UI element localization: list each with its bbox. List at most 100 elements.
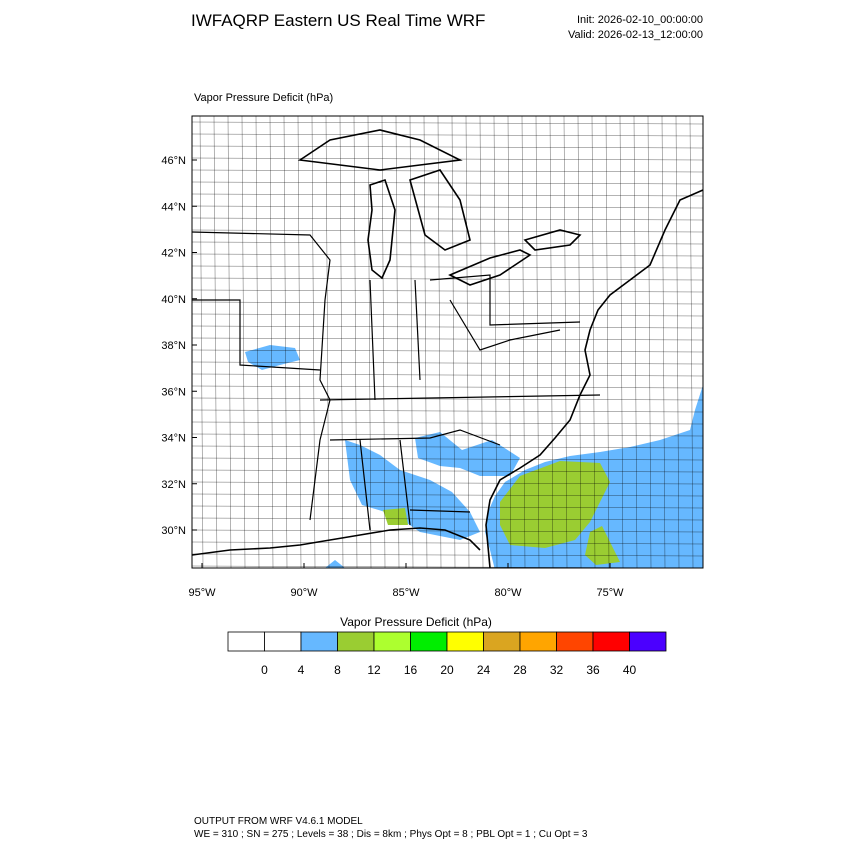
- lon-label: 95°W: [188, 587, 216, 599]
- county-line: [192, 289, 703, 293]
- county-line: [192, 469, 703, 473]
- county-line: [192, 229, 703, 233]
- county-line: [192, 409, 703, 413]
- county-line: [192, 457, 703, 461]
- county-line: [675, 116, 680, 568]
- county-line: [283, 116, 288, 568]
- county-line: [192, 145, 703, 149]
- init-time: Init: 2026-02-10_00:00:00: [577, 14, 703, 26]
- county-line: [192, 553, 703, 557]
- county-line: [451, 116, 456, 568]
- lat-label: 34°N: [161, 433, 186, 445]
- map-subtitle: Vapor Pressure Deficit (hPa): [194, 92, 333, 104]
- county-line: [549, 116, 554, 568]
- county-line: [192, 481, 703, 485]
- county-line: [437, 116, 442, 568]
- lat-label: 32°N: [161, 479, 186, 491]
- county-line: [192, 241, 703, 245]
- county-line: [465, 116, 470, 568]
- colorbar-swatch: [519, 631, 557, 652]
- county-line: [647, 116, 652, 568]
- colorbar-label: 24: [477, 663, 491, 677]
- county-line: [227, 116, 232, 568]
- colorbar-swatch: [483, 631, 521, 652]
- coastlines: [192, 129, 703, 568]
- county-line: [192, 313, 703, 317]
- county-line: [192, 421, 703, 425]
- lat-label: 38°N: [161, 340, 186, 352]
- county-line: [381, 116, 386, 568]
- county-line: [633, 116, 638, 568]
- footer-line: OUTPUT FROM WRF V4.6.1 MODEL: [194, 816, 363, 827]
- county-line: [192, 337, 703, 341]
- state-borders: [192, 231, 601, 531]
- colorbar-swatch: [446, 631, 484, 652]
- county-line: [297, 116, 302, 568]
- colorbar-swatch: [300, 631, 338, 652]
- blue-shading: [325, 560, 345, 568]
- lon-label: 90°W: [290, 587, 318, 599]
- lon-label: 75°W: [596, 587, 624, 599]
- map-frame: [191, 115, 704, 569]
- county-line: [192, 493, 703, 497]
- county-line: [353, 116, 358, 568]
- colorbar-label: 36: [586, 663, 600, 677]
- green-shading: [500, 461, 610, 548]
- county-line: [241, 116, 246, 568]
- county-line: [192, 349, 703, 353]
- county-line: [535, 116, 540, 568]
- colorbar-swatch: [592, 631, 630, 652]
- lat-label: 44°N: [161, 201, 186, 213]
- county-line: [192, 193, 703, 197]
- county-line: [689, 116, 694, 568]
- lon-label: 80°W: [494, 587, 522, 599]
- county-line: [192, 157, 703, 161]
- county-line: [591, 116, 596, 568]
- county-line: [192, 133, 703, 137]
- county-line: [661, 116, 666, 568]
- county-line: [311, 116, 316, 568]
- colorbar-swatch: [629, 631, 667, 652]
- lat-label: 30°N: [161, 525, 186, 537]
- county-line: [192, 517, 703, 521]
- county-line: [192, 529, 703, 533]
- lat-label: 46°N: [161, 155, 186, 167]
- colorbar-swatch: [337, 631, 375, 652]
- colorbar-label: 12: [367, 663, 381, 677]
- county-line: [493, 116, 498, 568]
- county-line: [192, 253, 703, 257]
- county-line: [367, 116, 372, 568]
- county-line: [507, 116, 512, 568]
- county-line: [269, 116, 274, 568]
- county-line: [192, 325, 703, 329]
- lon-label: 85°W: [392, 587, 420, 599]
- green-shading: [585, 526, 620, 565]
- county-line: [192, 373, 703, 377]
- county-line: [619, 116, 624, 568]
- colorbar-swatch: [227, 631, 265, 652]
- county-line: [192, 205, 703, 209]
- colorbar-label: 16: [404, 663, 418, 677]
- county-line: [192, 169, 703, 173]
- footer-line: WE = 310 ; SN = 275 ; Levels = 38 ; Dis …: [194, 829, 588, 840]
- county-line: [192, 217, 703, 221]
- colorbar-label: 28: [513, 663, 527, 677]
- county-line: [409, 116, 414, 568]
- lat-label: 40°N: [161, 294, 186, 306]
- county-line: [521, 116, 526, 568]
- colorbar-label: 8: [334, 663, 341, 677]
- county-line: [395, 116, 400, 568]
- county-line: [325, 116, 330, 568]
- colorbar-label: 4: [298, 663, 305, 677]
- county-line: [577, 116, 582, 568]
- map: [192, 116, 703, 568]
- colorbar-label: 0: [261, 663, 268, 677]
- county-line: [255, 116, 260, 568]
- colorbar-swatch: [373, 631, 411, 652]
- county-line: [213, 116, 218, 568]
- county-line: [192, 121, 703, 125]
- title: IWFAQRP Eastern US Real Time WRF: [191, 11, 485, 30]
- county-line: [192, 265, 703, 269]
- blue-shading: [245, 345, 300, 370]
